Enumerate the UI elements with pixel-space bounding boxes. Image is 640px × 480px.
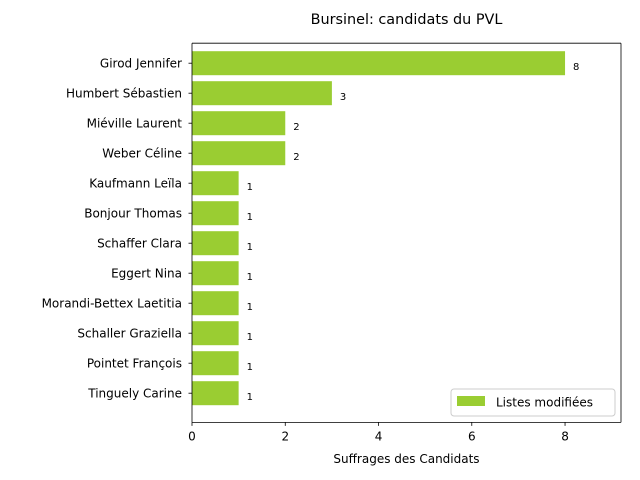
bar [192,201,239,226]
bar-value-label: 8 [573,62,579,73]
legend-swatch [457,396,485,406]
y-tick-label: Humbert Sébastien [66,87,182,101]
x-tick-label: 0 [188,429,196,443]
value-labels-group: 8 3 2 2 1 1 1 1 1 1 1 1 [247,62,580,403]
x-tick-label: 4 [375,429,383,443]
bar [192,321,239,346]
y-tick-label: Morandi-Bettex Laetitia [42,297,182,311]
x-tick-label: 8 [561,429,569,443]
bar-value-label: 1 [247,272,253,283]
bar [192,231,239,256]
y-tick-label: Schaffer Clara [97,237,182,251]
bar-value-label: 1 [247,332,253,343]
bar [192,291,239,316]
y-tick-label: Schaller Graziella [77,327,182,341]
legend-frame [450,388,616,417]
bar-value-label: 2 [293,122,299,133]
bar [192,261,239,286]
bar [192,141,286,166]
x-tick-label: 2 [281,429,289,443]
y-tick-label: Eggert Nina [111,267,182,281]
x-tick-label: 6 [468,429,476,443]
y-tick-label: Kaufmann Leïla [89,177,182,191]
legend-label: Listes modifiées [496,396,593,410]
y-tick-label: Tinguely Carine [87,387,182,401]
bar [192,51,566,76]
bar-value-label: 1 [247,242,253,253]
chart-title: Bursinel: candidats du PVL [311,12,503,28]
y-axis-ticks: Girod Jennifer Humbert Sébastien Miéville … [42,57,192,401]
bars-group [192,51,566,406]
x-axis-label: Suffrages des Candidats [333,452,479,466]
bar [192,111,286,136]
bar-value-label: 1 [247,212,253,223]
y-tick-label: Miéville Laurent [87,117,183,131]
plot-frame [191,42,622,423]
bar-value-label: 1 [247,302,253,313]
bar-value-label: 1 [247,362,253,373]
bar [192,351,239,376]
bar [192,381,239,406]
bar-value-label: 3 [340,92,346,103]
y-tick-label: Pointet François [87,357,182,371]
bar-value-label: 1 [247,182,253,193]
bar-value-label: 2 [293,152,299,163]
y-tick-label: Girod Jennifer [100,57,182,71]
y-tick-label: Weber Céline [102,147,182,161]
bar [192,81,332,106]
y-tick-label: Bonjour Thomas [84,207,182,221]
x-axis-ticks: 0 2 4 6 8 [188,422,569,443]
bar [192,171,239,196]
legend: Listes modifiées [450,388,616,417]
bar-value-label: 1 [247,392,253,403]
